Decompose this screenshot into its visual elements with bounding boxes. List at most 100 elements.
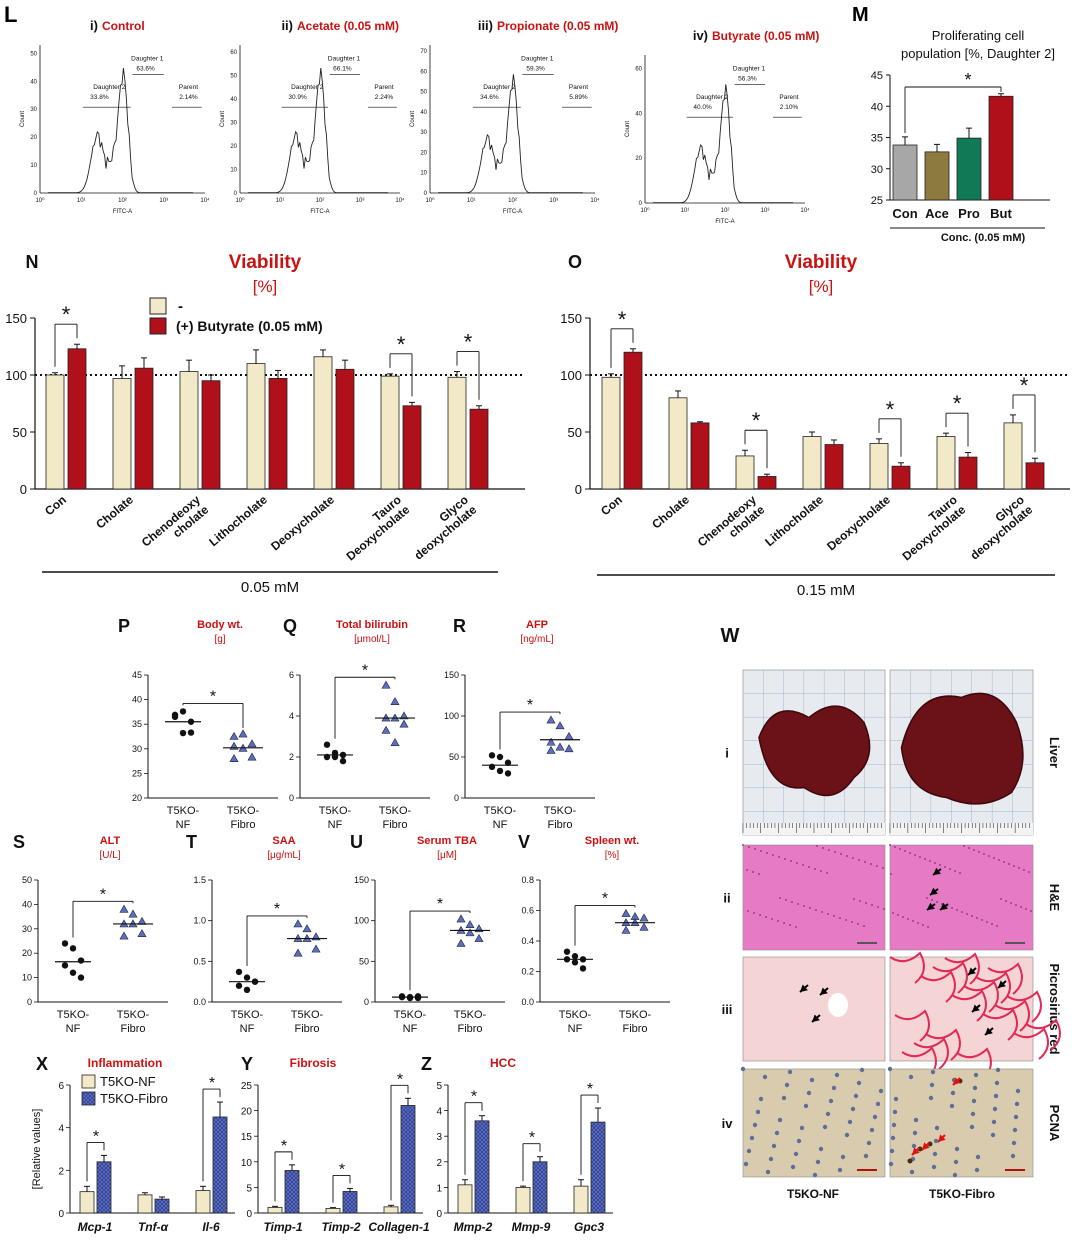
collagen-fiber: [1013, 1027, 1049, 1060]
gene-bar-fibro: [590, 1121, 606, 1214]
pcna-nucleus: [995, 1067, 1001, 1073]
scatter-group-label: Fibro: [294, 1023, 319, 1035]
he-nucleus: [986, 921, 988, 923]
pcna-nucleus: [856, 1080, 862, 1086]
he-nucleus: [877, 906, 879, 908]
histogram-y-tick: 50: [30, 51, 37, 57]
gene-bar-nf: [79, 1191, 95, 1214]
scatter-group-label: T5KO-: [559, 1009, 592, 1021]
panel-letter: N: [26, 252, 39, 272]
scatter-point-fibro: [128, 909, 138, 918]
he-nucleus: [779, 897, 781, 899]
panel-w-histology: Wi Liver ii H&E iii Picrosirius red iv PCNA T5KO…: [721, 625, 1062, 1201]
pcna-nucleus: [822, 1124, 828, 1130]
he-nucleus: [833, 915, 835, 917]
gene-y-tick-label: 4: [436, 1107, 442, 1118]
scatter-y-tick-label: 0: [27, 997, 32, 1007]
he-nucleus: [919, 856, 921, 858]
histogram-x-tick: 10³: [159, 198, 168, 204]
scatter-group-label: T5KO-: [319, 805, 352, 817]
scatter-sig-star: *: [274, 901, 280, 918]
scatter-point-nf: [179, 708, 187, 715]
scatter-panel-letter: P: [118, 616, 130, 636]
gate-daughter2-pct: 30.9%: [288, 94, 307, 101]
scatter-point-nf: [496, 767, 504, 775]
gene-legend-swatch-fibro: [81, 1091, 96, 1106]
he-nucleus: [1025, 908, 1027, 910]
scatter-y-tick-label: 0.4: [521, 936, 534, 946]
gene-legend-label-fibro: T5KO-Fibro: [100, 1091, 168, 1106]
gene-sig-star: *: [471, 1089, 477, 1106]
panel-m-y-tick-label: 25: [871, 195, 883, 207]
histogram-y-tick: 60: [230, 50, 237, 56]
he-nucleus: [931, 899, 933, 901]
viability-bar-butyrate: [824, 444, 844, 490]
histology-image-1-fibro: [889, 669, 1034, 836]
scatter-panels: P Body wt.[g]202530354045*T5KO-NFT5KO-Fib…: [13, 616, 670, 1035]
he-nucleus: [991, 923, 993, 925]
he-nucleus: [808, 866, 810, 868]
scatter-point-fibro: [546, 737, 556, 746]
viability-category-label-line: Deoxycholate: [824, 492, 893, 553]
pcna-nucleus: [774, 1130, 780, 1136]
viability-bar-control: [246, 363, 266, 490]
gate-daughter2-pct: 34.6%: [480, 94, 499, 101]
pcna-nucleus: [954, 1146, 960, 1152]
he-nucleus: [1008, 863, 1010, 865]
histogram-roman: iii): [478, 18, 493, 33]
scatter-unit: [ng/mL]: [520, 634, 554, 645]
histogram-y-tick: 70: [420, 49, 427, 55]
viability-bar-control: [601, 376, 621, 490]
he-nucleus: [1015, 904, 1017, 906]
he-stain-image: [889, 844, 1034, 951]
pcna-image: [742, 1068, 886, 1178]
pcna-nucleus: [743, 1161, 749, 1167]
he-nucleus: [954, 870, 956, 872]
he-nucleus: [791, 901, 793, 903]
he-nucleus: [922, 924, 924, 926]
gene-y-tick-label: 4: [58, 1124, 64, 1135]
collagen-fiber: [1006, 990, 1042, 1023]
scatter-point-nf: [323, 741, 331, 748]
histogram-x-tick: 10⁰: [640, 207, 650, 214]
he-nucleus: [926, 897, 928, 899]
scatter-point-fibro: [465, 920, 475, 929]
scatter-group-label: T5KO-: [619, 1009, 652, 1021]
gene-y-tick-label: 6: [58, 1081, 64, 1092]
scatter-point-nf: [339, 757, 347, 765]
scatter-panel-s: S ALT [U/L] 0 10 20 30 40 50 * T5KO- NF T5KO- Fibro: [13, 832, 168, 1035]
scatter-title: Body wt.: [197, 619, 243, 631]
pcna-nucleus: [853, 1093, 859, 1099]
he-nucleus: [766, 852, 768, 854]
scatter-sig-star: *: [362, 662, 368, 679]
gate-daughter1-label: Daughter 1: [131, 56, 164, 63]
he-nucleus: [845, 919, 847, 921]
scatter-y-tick-label: 0.6: [521, 906, 534, 916]
histogram-y-tick: 20: [30, 135, 37, 141]
scatter-point-fibro: [465, 928, 475, 937]
pcna-nucleus: [828, 1098, 834, 1104]
scatter-group-label: NF: [176, 819, 191, 831]
he-nucleus: [834, 851, 836, 853]
scatter-point-nf: [414, 993, 422, 1000]
he-nucleus: [883, 908, 885, 910]
pcna-nucleus: [890, 1135, 896, 1141]
scatter-group-label: Fibro: [547, 819, 572, 831]
scatter-point-nf: [496, 753, 504, 761]
gate-daughter2-pct: 33.8%: [90, 94, 109, 101]
viability-bar-control: [313, 356, 333, 490]
viability-category-label-line: Deoxycholate: [268, 492, 337, 553]
viability-category-label: Chenodeoxycholate: [139, 492, 212, 559]
pcna-nucleus: [818, 1146, 824, 1152]
scatter-y-tick-label: 20: [132, 793, 142, 803]
viability-bar-butyrate: [335, 368, 355, 490]
gate-daughter1-pct: 63.6%: [136, 66, 155, 73]
histogram-y-label: Count: [625, 121, 631, 137]
panel-m-category-label: But: [990, 206, 1012, 221]
scatter-y-tick-label: 0.5: [193, 956, 206, 966]
histogram-x-tick: 10³: [761, 208, 770, 214]
scatter-point-nf: [243, 986, 251, 993]
viability-y-tick-label: 0: [20, 482, 27, 497]
he-nucleus: [765, 916, 767, 918]
viability-sig-star: *: [1020, 373, 1029, 398]
